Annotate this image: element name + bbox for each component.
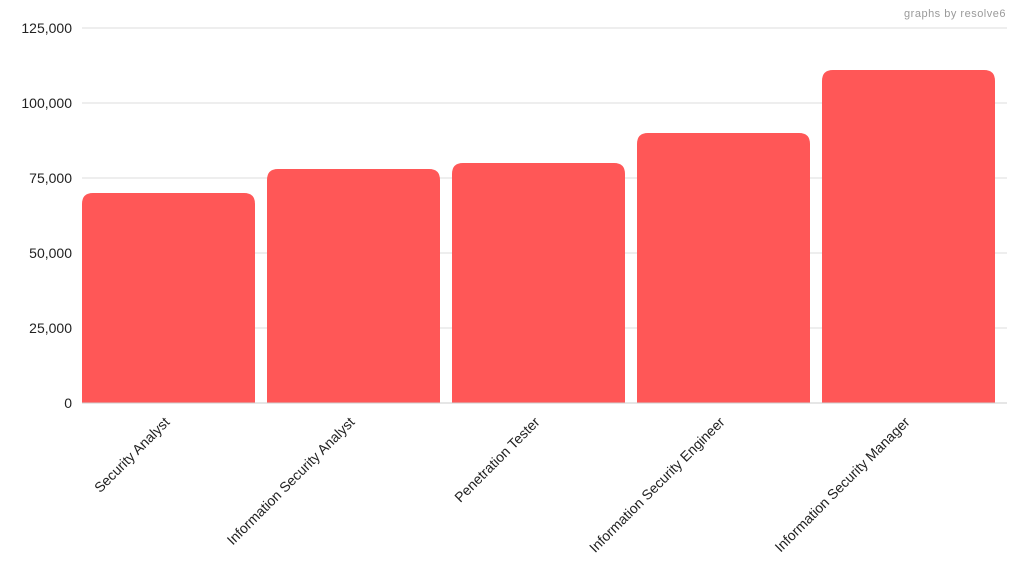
x-axis-category-labels: Security Analyst Information Security Ana… [91,414,913,556]
bar [267,169,440,403]
bar [82,193,255,403]
y-tick-label: 125,000 [21,20,72,36]
x-category-label: Security Analyst [91,414,173,496]
bars [82,70,995,403]
bar [452,163,625,403]
y-tick-label: 0 [64,395,72,411]
x-category-label: Information Security Engineer [586,414,728,556]
y-tick-label: 75,000 [29,170,72,186]
y-axis-tick-labels: 0 25,000 50,000 75,000 100,000 125,000 [21,20,72,411]
x-category-label: Information Security Analyst [224,414,358,548]
bar [637,133,810,403]
bar [822,70,995,403]
watermark-text: graphs by resolve6 [904,8,1006,20]
x-category-label: Penetration Tester [451,414,543,506]
y-tick-label: 50,000 [29,245,72,261]
y-tick-label: 100,000 [21,95,72,111]
x-category-label: Information Security Manager [771,414,912,555]
y-tick-label: 25,000 [29,320,72,336]
